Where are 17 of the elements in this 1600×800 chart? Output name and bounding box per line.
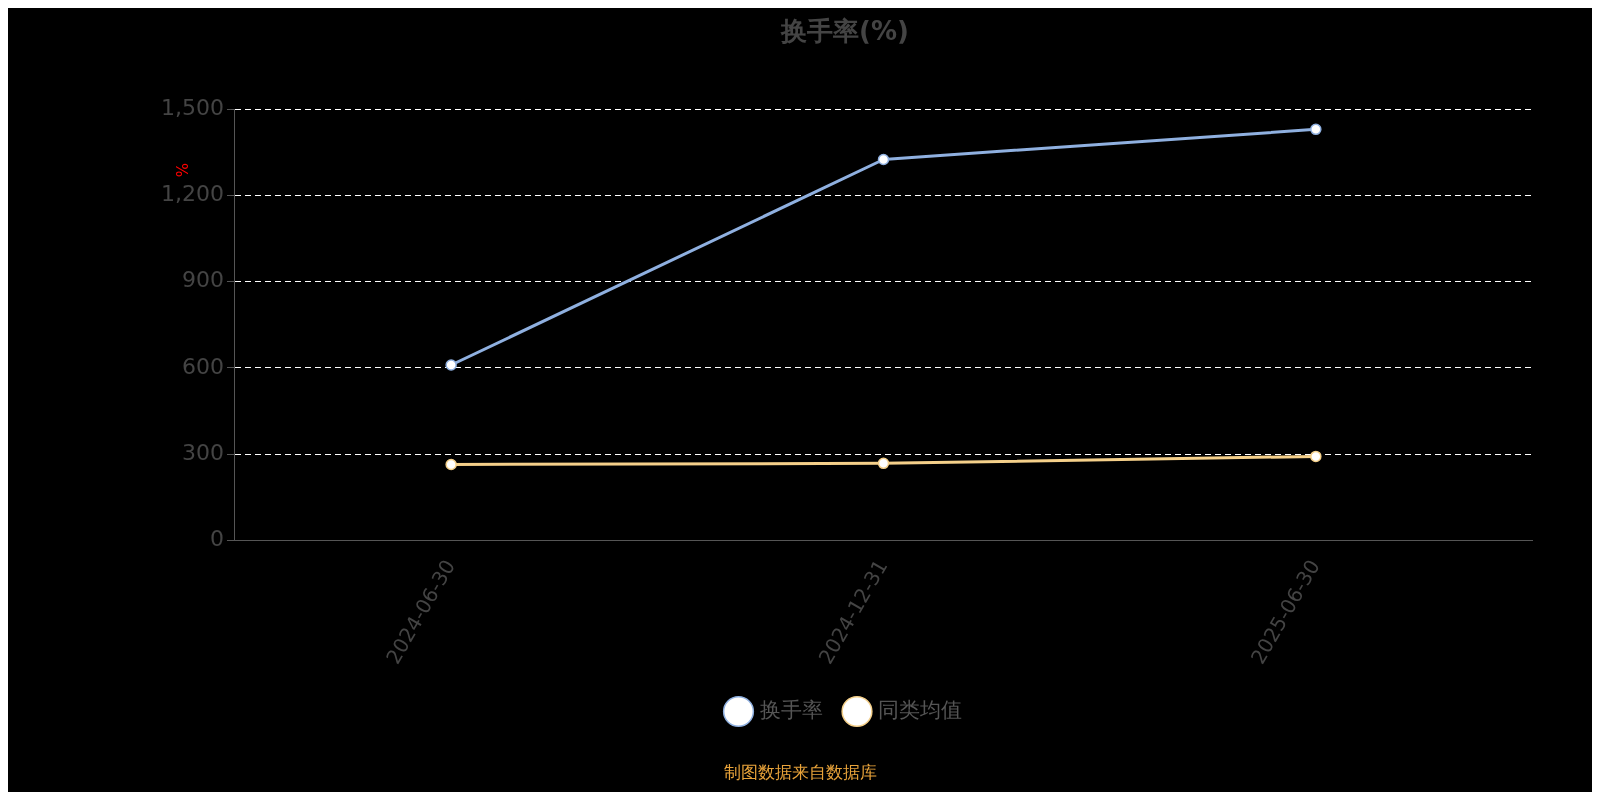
y-tick-label: 900 [181, 267, 224, 293]
point [877, 153, 890, 166]
legend-label: 同类均值 [878, 697, 962, 722]
point [445, 458, 457, 471]
y-tick-label: 1,500 [161, 94, 224, 120]
point [877, 457, 890, 470]
y-axis-title: % [173, 162, 192, 178]
y-tick-label: 0 [209, 526, 224, 552]
y-tick-label: 1,200 [161, 181, 224, 207]
point [1310, 450, 1322, 463]
y-tick-label: 300 [181, 439, 224, 465]
point [445, 359, 457, 371]
legend-label: 换手率 [759, 697, 823, 722]
point [1310, 123, 1322, 136]
chart-title: 换手率(%) [780, 16, 909, 47]
y-tick-label: 600 [181, 353, 224, 379]
text: 制图数据来自数据库 [723, 762, 877, 783]
